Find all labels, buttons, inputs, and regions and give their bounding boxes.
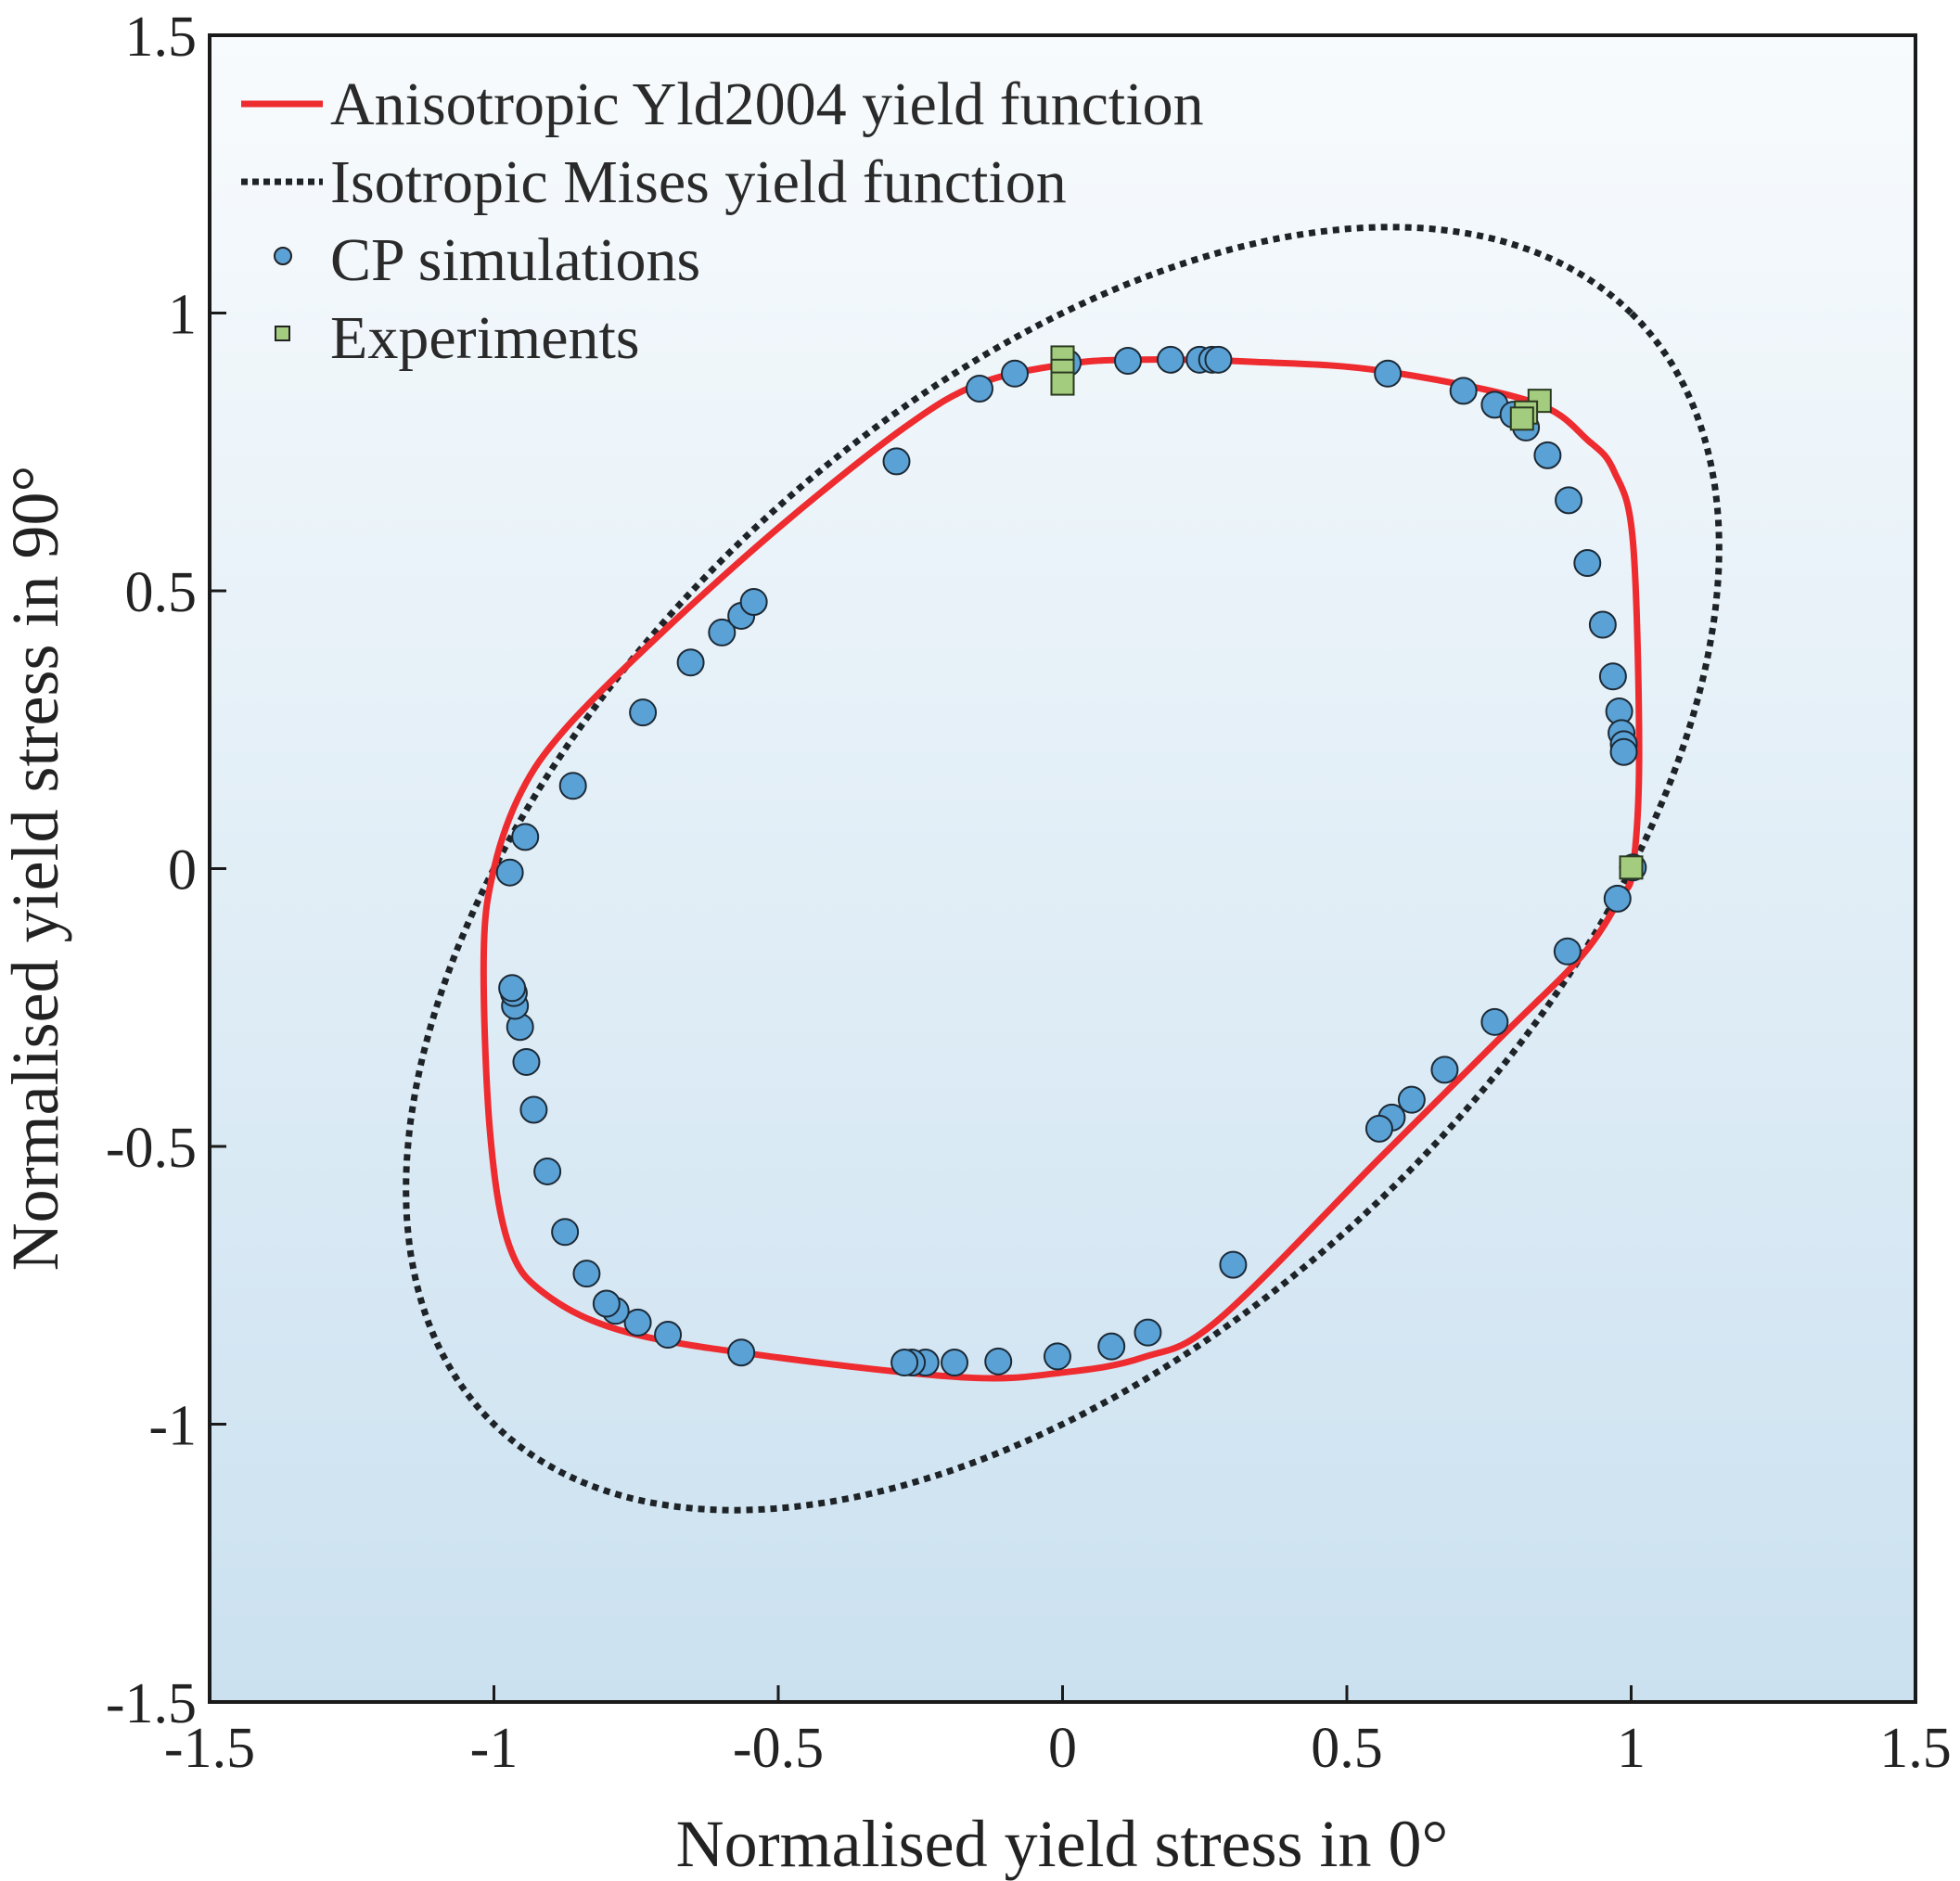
legend: Anisotropic Yld2004 yield function Isotr… bbox=[241, 70, 1204, 372]
cp-simulation-point bbox=[558, 772, 587, 800]
experiment-point bbox=[1509, 406, 1534, 431]
legend-label-cp: CP simulations bbox=[330, 226, 700, 294]
cp-simulation-point bbox=[1219, 1250, 1248, 1279]
cp-simulation-point bbox=[1553, 937, 1582, 966]
x-tick-label: -1 bbox=[470, 1717, 519, 1780]
cp-simulation-point bbox=[1134, 1318, 1162, 1347]
y-tick-label: -1 bbox=[148, 1395, 197, 1458]
cp-simulation-point bbox=[966, 374, 994, 403]
cp-simulation-point bbox=[1603, 884, 1632, 913]
cp-simulation-point bbox=[984, 1347, 1013, 1376]
cp-simulation-point bbox=[511, 823, 540, 851]
cp-simulation-point bbox=[1588, 610, 1617, 639]
y-tick-label: -1.5 bbox=[106, 1672, 197, 1735]
cp-simulation-point bbox=[519, 1095, 548, 1124]
cp-simulation-point bbox=[708, 618, 737, 646]
cp-simulation-point bbox=[1598, 662, 1627, 691]
y-axis-label: Normalised yield stress in 90° bbox=[0, 466, 72, 1272]
experiment-point bbox=[1050, 371, 1075, 396]
y-tick-label: 1.5 bbox=[125, 6, 198, 69]
cp-simulation-point bbox=[1573, 549, 1602, 578]
x-tick-label: 0.5 bbox=[1311, 1717, 1383, 1780]
cp-simulation-point bbox=[495, 858, 524, 887]
y-tick-label: 0 bbox=[168, 839, 197, 902]
cp-simulation-point bbox=[1001, 359, 1030, 388]
legend-swatch-exp bbox=[275, 326, 290, 341]
x-axis-label: Normalised yield stress in 0° bbox=[676, 1807, 1449, 1881]
cp-simulation-point bbox=[1555, 486, 1583, 515]
cp-simulation-point bbox=[498, 974, 527, 1003]
y-tick-label: 0.5 bbox=[125, 561, 198, 624]
legend-label-mises: Isotropic Mises yield function bbox=[330, 148, 1067, 216]
x-tick-label: 0 bbox=[1048, 1717, 1077, 1780]
cp-simulation-point bbox=[1430, 1056, 1459, 1084]
cp-simulation-point bbox=[727, 1338, 756, 1367]
cp-simulation-point bbox=[941, 1349, 969, 1377]
cp-simulation-point bbox=[1364, 1114, 1393, 1143]
cp-simulation-point bbox=[654, 1321, 683, 1350]
cp-simulation-point bbox=[1397, 1085, 1426, 1114]
x-tick-label: -0.5 bbox=[733, 1717, 824, 1780]
y-tick-label: 1 bbox=[168, 284, 197, 347]
cp-simulation-point bbox=[1204, 345, 1233, 374]
yld2004-yield-curve bbox=[480, 356, 1643, 1382]
cp-simulation-point bbox=[1609, 737, 1638, 766]
cp-simulation-point bbox=[623, 1308, 652, 1337]
cp-simulation-point bbox=[882, 447, 911, 476]
experiment-point bbox=[1619, 855, 1644, 880]
cp-simulation-point bbox=[512, 1047, 541, 1076]
cp-simulation-point bbox=[592, 1289, 621, 1318]
cp-simulation-point bbox=[551, 1218, 580, 1247]
cp-simulation-point bbox=[890, 1349, 919, 1377]
cp-simulation-point bbox=[629, 698, 658, 727]
cp-simulation-point bbox=[533, 1157, 562, 1185]
cp-simulation-point bbox=[1480, 1007, 1509, 1036]
cp-simulation-point bbox=[572, 1260, 601, 1288]
y-tick-label: -0.5 bbox=[106, 1117, 197, 1180]
cp-simulation-point bbox=[1043, 1342, 1071, 1371]
cp-simulation-point bbox=[1113, 347, 1142, 376]
x-tick-label: 1.5 bbox=[1879, 1717, 1952, 1780]
cp-simulation-point bbox=[1533, 441, 1562, 469]
cp-simulation-point bbox=[1156, 345, 1185, 374]
cp-simulation-point bbox=[1374, 359, 1403, 388]
x-tick-label: -1.5 bbox=[164, 1717, 255, 1780]
legend-label-exp: Experiments bbox=[330, 304, 640, 372]
cp-simulation-point bbox=[676, 648, 705, 677]
cp-simulation-point bbox=[1097, 1332, 1126, 1361]
legend-label-yld2004: Anisotropic Yld2004 yield function bbox=[330, 70, 1204, 138]
legend-swatch-cp bbox=[274, 247, 292, 265]
cp-simulation-point bbox=[739, 587, 768, 616]
cp-simulation-point bbox=[1449, 377, 1478, 405]
x-tick-label: 1 bbox=[1617, 1717, 1646, 1780]
